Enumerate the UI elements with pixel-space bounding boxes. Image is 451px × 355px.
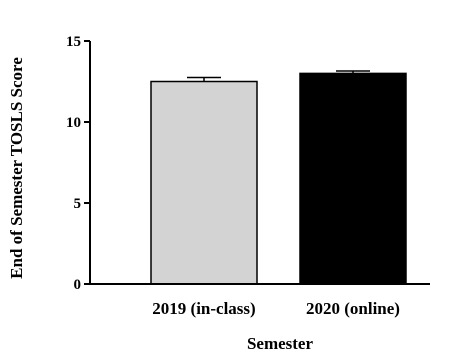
- y-tick-label: 15: [66, 34, 81, 50]
- bar: [299, 72, 407, 285]
- labels-layer: 0 5 10 15 2019 (in-class) 2020 (online): [66, 34, 400, 318]
- y-tick-label: 5: [74, 196, 82, 212]
- bars-layer: [150, 70, 407, 285]
- y-tick-label: 10: [66, 115, 81, 131]
- axes-layer: [84, 40, 430, 285]
- bar: [150, 80, 258, 285]
- x-tick-label: 2020 (online): [306, 299, 400, 318]
- x-tick-label: 2019 (in-class): [152, 299, 255, 318]
- y-axis-title: End of Semester TOSLS Score: [7, 57, 26, 279]
- x-axis-title: Semester: [247, 334, 314, 353]
- y-tick-label: 0: [74, 277, 82, 293]
